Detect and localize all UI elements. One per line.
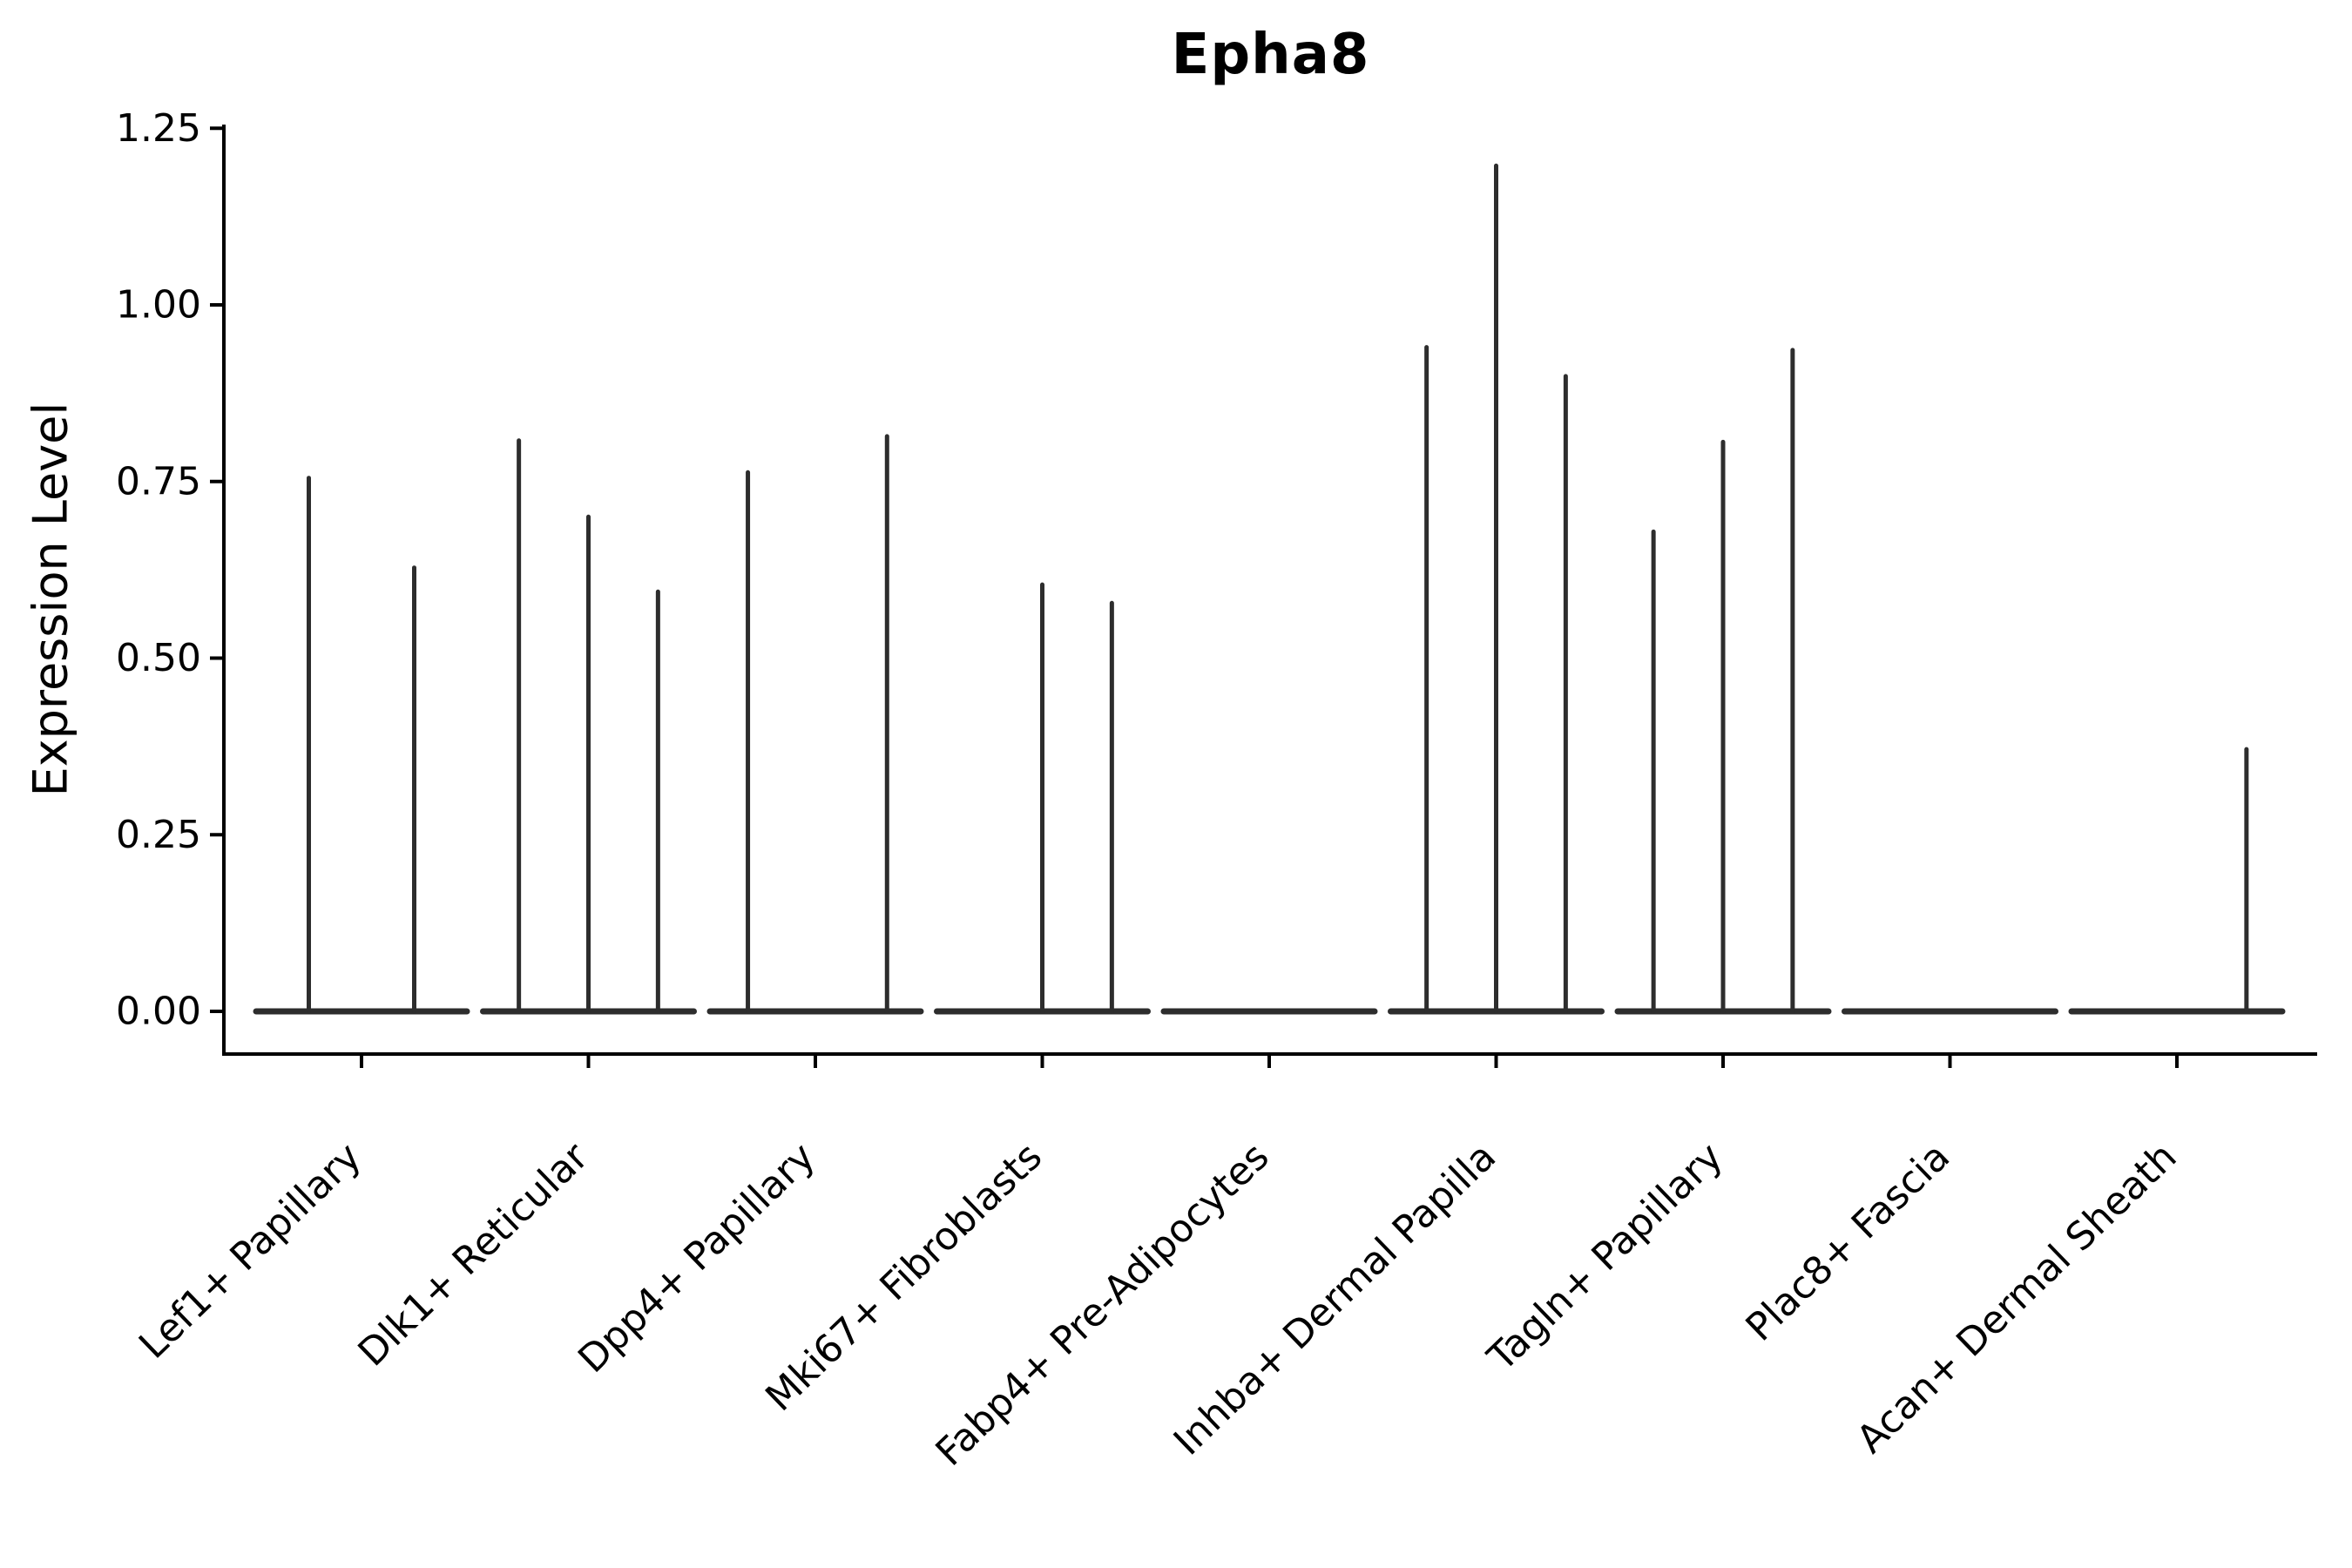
y-tick-label: 0.75 [116, 459, 201, 504]
x-tick-label: Plac8+ Fascia [1738, 1134, 1959, 1349]
y-tick-label: 1.25 [116, 106, 201, 151]
chart-title: Epha8 [1171, 23, 1370, 87]
x-tick-label: Tagln+ Papillary [1479, 1134, 1732, 1380]
y-tick-label: 0.25 [116, 813, 201, 857]
x-tick-label: Dpp4+ Papillary [570, 1134, 823, 1382]
x-tick-label: Dlk1+ Reticular [350, 1134, 598, 1375]
y-tick-label: 0.00 [116, 990, 201, 1034]
y-tick-label: 1.00 [116, 283, 201, 328]
x-tick-label: Lef1+ Papillary [131, 1134, 370, 1368]
y-tick-label: 0.50 [116, 636, 201, 680]
